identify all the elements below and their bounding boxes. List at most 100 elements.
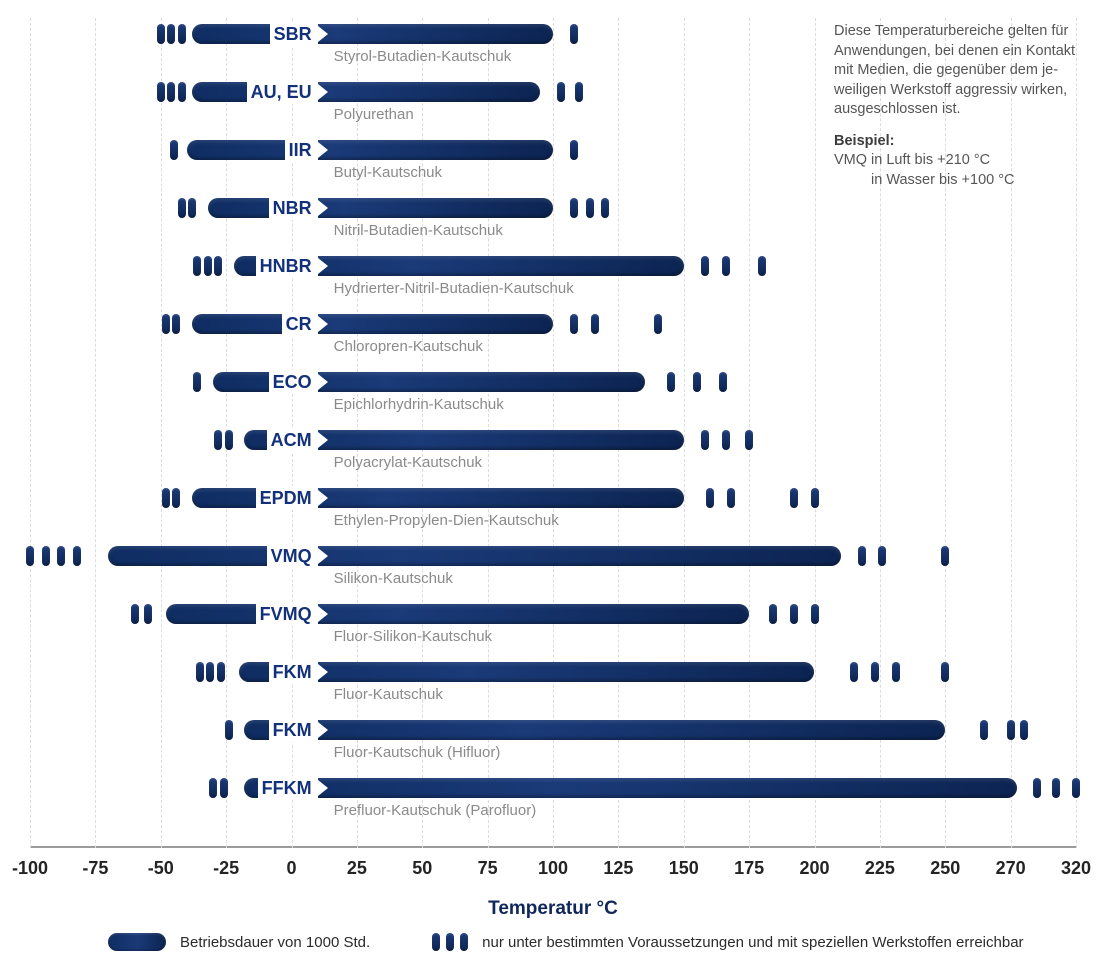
material-code: VMQ (267, 544, 318, 568)
extended-range-dot (790, 604, 798, 624)
temp-range-bar (192, 314, 553, 334)
extended-range-dot (157, 24, 165, 44)
x-tick-label: 0 (286, 858, 296, 879)
x-axis-title: Temperatur °C (0, 898, 1106, 920)
material-name: Polyurethan (334, 106, 414, 123)
x-tick-label: 250 (930, 858, 960, 879)
temp-range-bar (187, 140, 553, 160)
extended-range-dot (1033, 778, 1041, 798)
material-code: SBR (270, 22, 318, 46)
extended-range-dot (220, 778, 228, 798)
material-code: FFKM (258, 776, 318, 800)
extended-range-dot (225, 720, 233, 740)
material-code: EPDM (256, 486, 318, 510)
extended-range-dot (892, 662, 900, 682)
material-row: EPDMEthylen-Propylen-Dien-Kautschuk (30, 482, 1076, 540)
material-code: IIR (285, 138, 318, 162)
extended-range-dot (167, 82, 175, 102)
extended-range-dot (73, 546, 81, 566)
extended-range-dot (131, 604, 139, 624)
material-name: Butyl-Kautschuk (334, 164, 442, 181)
extended-range-dot (811, 488, 819, 508)
temp-range-bar (244, 778, 1017, 798)
extended-range-dot (719, 372, 727, 392)
x-tick-label: -100 (12, 858, 48, 879)
material-name: Silikon-Kautschuk (334, 570, 453, 587)
extended-range-dot (225, 430, 233, 450)
extended-range-dot (206, 662, 214, 682)
x-tick-label: 200 (799, 858, 829, 879)
x-tick-label: 75 (478, 858, 498, 879)
info-note-example-line1: in Luft bis +210 °C (871, 151, 1018, 171)
extended-range-dot (878, 546, 886, 566)
material-code: HNBR (256, 254, 318, 278)
extended-range-dot (196, 662, 204, 682)
x-axis: -100-75-50-25025507510012515017520022525… (30, 852, 1076, 892)
material-row: FFKMPrefluor-Kautschuk (Parofluor) (30, 772, 1076, 830)
extended-range-dot (1072, 778, 1080, 798)
x-tick-label: 100 (538, 858, 568, 879)
temp-range-bar (166, 604, 749, 624)
extended-range-dot (144, 604, 152, 624)
extended-range-dot (178, 82, 186, 102)
x-tick-label: 150 (669, 858, 699, 879)
temp-range-bar (208, 198, 553, 218)
extended-range-dot (570, 198, 578, 218)
material-code: NBR (269, 196, 318, 220)
material-name: Fluor-Silikon-Kautschuk (334, 628, 492, 645)
extended-range-dot (1052, 778, 1060, 798)
temp-range-bar (192, 82, 540, 102)
legend: Betriebsdauer von 1000 Std. nur unter be… (108, 928, 1076, 956)
info-note-example-label: Beispiel: (834, 133, 894, 149)
x-tick-label: 125 (603, 858, 633, 879)
x-tick-label: 225 (865, 858, 895, 879)
extended-range-dot (26, 546, 34, 566)
x-tick-label: 270 (996, 858, 1026, 879)
extended-range-dot (941, 662, 949, 682)
temp-range-bar (108, 546, 840, 566)
temp-range-bar (244, 720, 945, 740)
extended-range-dot (57, 546, 65, 566)
x-tick-label: 50 (412, 858, 432, 879)
info-note-example-line2: in Wasser bis +100 °C (871, 171, 1018, 191)
extended-range-dot (701, 256, 709, 276)
extended-range-dot (188, 198, 196, 218)
extended-range-dot (858, 546, 866, 566)
info-note-text: Diese Temperaturbereiche gelten für Anwe… (834, 22, 1096, 120)
extended-range-dot (811, 604, 819, 624)
extended-range-dot (214, 256, 222, 276)
legend-swatch-solid (108, 933, 166, 951)
extended-range-dot (42, 546, 50, 566)
material-row: FKMFluor-Kautschuk (30, 656, 1076, 714)
extended-range-dot (570, 314, 578, 334)
extended-range-dot (167, 24, 175, 44)
extended-range-dot (193, 372, 201, 392)
material-code: ACM (267, 428, 318, 452)
material-name: Fluor-Kautschuk (334, 686, 443, 703)
material-row: ECO Epichlorhydrin-Kautschuk (30, 366, 1076, 424)
info-note-example-code: VMQ (834, 151, 871, 171)
extended-range-dot (170, 140, 178, 160)
x-tick-label: 175 (734, 858, 764, 879)
extended-range-dot (980, 720, 988, 740)
extended-range-dot (722, 256, 730, 276)
extended-range-dot (601, 198, 609, 218)
info-note: Diese Temperaturbereiche gelten für Anwe… (834, 22, 1096, 191)
extended-range-dot (706, 488, 714, 508)
extended-range-dot (172, 314, 180, 334)
legend-label-solid: Betriebsdauer von 1000 Std. (180, 934, 370, 951)
x-tick-label: 25 (347, 858, 367, 879)
extended-range-dot (204, 256, 212, 276)
material-code: CR (282, 312, 318, 336)
material-row: FVMQFluor-Silikon-Kautschuk (30, 598, 1076, 656)
extended-range-dot (693, 372, 701, 392)
material-row: NBRNitril-Butadien-Kautschuk (30, 192, 1076, 250)
material-name: Styrol-Butadien-Kautschuk (334, 48, 512, 65)
extended-range-dot (214, 430, 222, 450)
extended-range-dot (727, 488, 735, 508)
material-name: Epichlorhydrin-Kautschuk (334, 396, 504, 413)
material-row: HNBRHydrierter-Nitril-Butadien-Kautschuk (30, 250, 1076, 308)
extended-range-dot (575, 82, 583, 102)
extended-range-dot (667, 372, 675, 392)
material-code: ECO (269, 370, 318, 394)
